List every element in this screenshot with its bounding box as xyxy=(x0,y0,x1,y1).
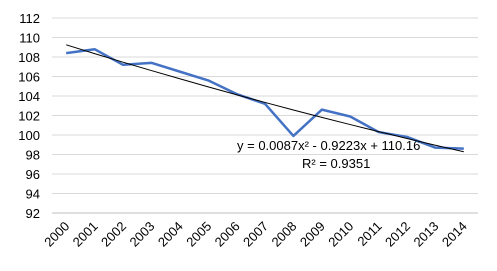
x-tick-label: 2003 xyxy=(126,219,157,250)
x-tick-label: 2006 xyxy=(212,219,243,250)
x-tick-label: 2013 xyxy=(410,219,441,250)
y-tick-label: 96 xyxy=(26,167,40,182)
x-tick-label: 2005 xyxy=(183,219,214,250)
trend-r-squared: R² = 0.9351 xyxy=(302,156,370,171)
y-tick-label: 112 xyxy=(19,11,40,26)
y-tick-label: 100 xyxy=(18,128,40,143)
x-tick-label: 2007 xyxy=(240,219,271,250)
x-tick-label: 2001 xyxy=(70,219,101,250)
y-tick-label: 108 xyxy=(18,50,40,65)
y-tick-label: 98 xyxy=(26,148,40,163)
x-tick-label: 2008 xyxy=(268,219,299,250)
y-tick-label: 94 xyxy=(26,187,40,202)
x-tick-label: 2002 xyxy=(98,219,129,250)
y-tick-label: 92 xyxy=(26,206,40,221)
x-tick-label: 2004 xyxy=(155,219,186,250)
x-tick-label: 2012 xyxy=(382,219,413,250)
y-tick-label: 104 xyxy=(18,89,40,104)
data-line xyxy=(66,47,464,150)
trend-equation: y = 0.0087x² - 0.9223x + 110.16 xyxy=(237,138,420,153)
x-tick-label: 2011 xyxy=(354,219,384,249)
x-tick-label: 2010 xyxy=(325,219,356,250)
x-tick-label: 2009 xyxy=(297,219,328,250)
x-tick-label: 2000 xyxy=(41,219,72,250)
y-tick-label: 102 xyxy=(18,109,40,124)
trend-line xyxy=(66,44,464,153)
y-tick-label: 106 xyxy=(18,70,40,85)
x-tick-label: 2014 xyxy=(439,219,470,250)
y-tick-label: 110 xyxy=(19,31,40,46)
